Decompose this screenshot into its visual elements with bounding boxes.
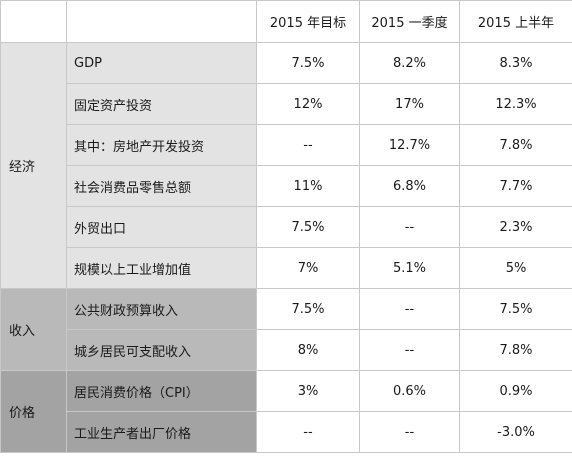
cell-q1: 0.6%: [359, 370, 460, 412]
cell-h1: -3.0%: [459, 411, 572, 453]
row-label: 居民消费价格（CPI）: [66, 370, 257, 412]
cell-target: 11%: [256, 165, 360, 207]
table-row: 规模以上工业增加值 7% 5.1% 5%: [1, 247, 572, 289]
cell-q1: 8.2%: [359, 42, 460, 84]
cell-target: 7.5%: [256, 206, 360, 248]
header-blank-label: [66, 0, 257, 43]
cell-h1: 5%: [459, 247, 572, 289]
cell-q1: --: [359, 288, 460, 330]
cell-q1: 12.7%: [359, 124, 460, 166]
cell-h1: 7.5%: [459, 288, 572, 330]
cell-target: --: [256, 124, 360, 166]
cell-h1: 2.3%: [459, 206, 572, 248]
row-label: 城乡居民可支配收入: [66, 329, 257, 371]
cell-target: 7%: [256, 247, 360, 289]
cell-q1: --: [359, 329, 460, 371]
cell-target: 12%: [256, 83, 360, 125]
table-row: 经济 GDP 7.5% 8.2% 8.3%: [0, 42, 572, 289]
category-price: 价格: [0, 370, 67, 453]
cell-target: --: [256, 411, 360, 453]
table-row: 工业生产者出厂价格 -- -- -3.0%: [1, 411, 572, 453]
cell-q1: --: [359, 411, 460, 453]
cell-target: 7.5%: [256, 288, 360, 330]
cell-q1: 17%: [359, 83, 460, 125]
row-label: 外贸出口: [66, 206, 257, 248]
category-economy: 经济: [0, 42, 67, 289]
cell-target: 7.5%: [256, 42, 360, 84]
cell-h1: 0.9%: [459, 370, 572, 412]
cell-h1: 12.3%: [459, 83, 572, 125]
row-label: 工业生产者出厂价格: [66, 411, 257, 453]
row-label: 规模以上工业增加值: [66, 247, 257, 289]
cell-h1: 7.8%: [459, 124, 572, 166]
row-label: 其中：房地产开发投资: [66, 124, 257, 166]
cell-q1: --: [359, 206, 460, 248]
cell-target: 3%: [256, 370, 360, 412]
table-row: 收入 公共财政预算收入 7.5% -- 7.5%: [0, 288, 572, 371]
cell-q1: 5.1%: [359, 247, 460, 289]
cell-q1: 6.8%: [359, 165, 460, 207]
cell-h1: 8.3%: [459, 42, 572, 84]
category-income: 收入: [0, 288, 67, 371]
row-label: 公共财政预算收入: [66, 288, 257, 330]
cell-target: 8%: [256, 329, 360, 371]
table-row: 固定资产投资 12% 17% 12.3%: [1, 83, 572, 125]
column-header-q1: 2015 一季度: [359, 0, 460, 43]
header-row: 2015 年目标 2015 一季度 2015 上半年: [0, 0, 572, 43]
table-row: 社会消费品零售总额 11% 6.8% 7.7%: [1, 165, 572, 207]
column-header-h1: 2015 上半年: [459, 0, 572, 43]
row-label: 社会消费品零售总额: [66, 165, 257, 207]
table-row: 外贸出口 7.5% -- 2.3%: [1, 206, 572, 248]
indicator-table: 2015 年目标 2015 一季度 2015 上半年 经济 GDP 7.5% 8…: [0, 0, 572, 453]
table-row: 价格 居民消费价格（CPI） 3% 0.6% 0.9%: [0, 370, 572, 453]
row-label: GDP: [66, 42, 257, 84]
cell-h1: 7.8%: [459, 329, 572, 371]
table-row: 其中：房地产开发投资 -- 12.7% 7.8%: [1, 124, 572, 166]
header-blank-category: [0, 0, 67, 43]
table-row: 城乡居民可支配收入 8% -- 7.8%: [1, 329, 572, 371]
row-label: 固定资产投资: [66, 83, 257, 125]
column-header-target: 2015 年目标: [256, 0, 360, 43]
cell-h1: 7.7%: [459, 165, 572, 207]
